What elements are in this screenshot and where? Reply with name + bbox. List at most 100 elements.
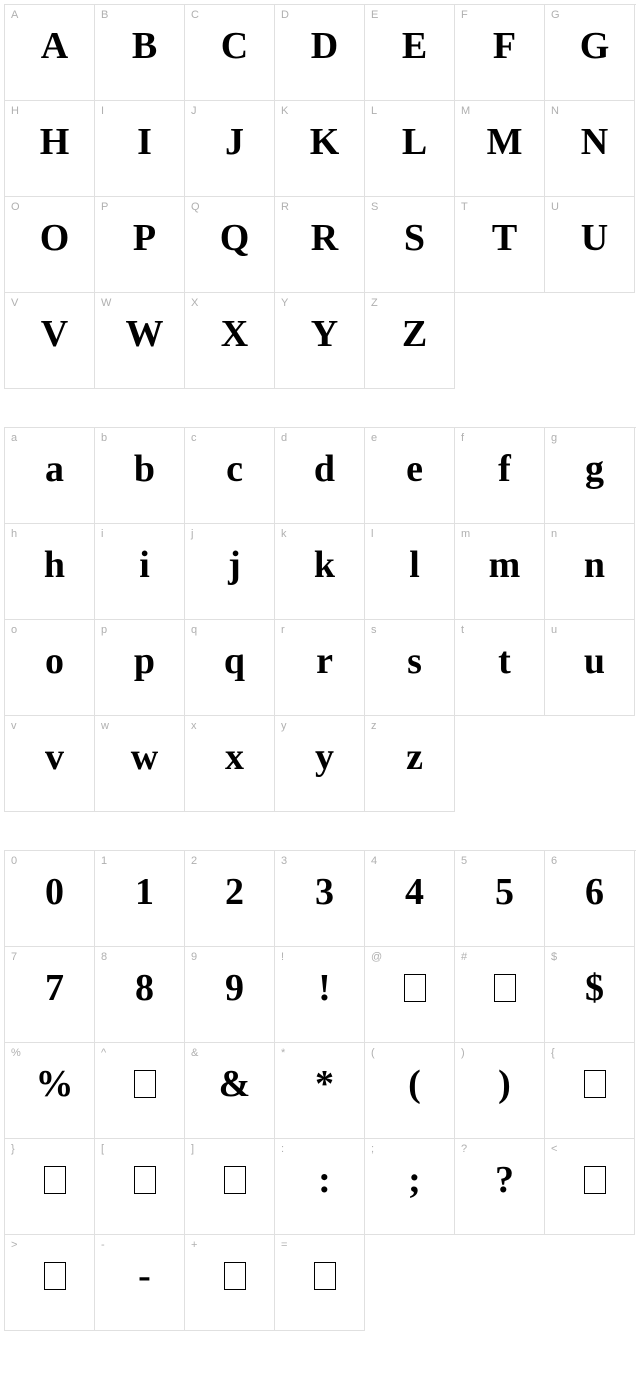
glyph-cell: kk xyxy=(275,524,365,620)
glyph-cell: PP xyxy=(95,197,185,293)
glyph-cell: -- xyxy=(95,1235,185,1331)
cell-label: 1 xyxy=(101,855,107,867)
cell-label: o xyxy=(11,624,17,636)
cell-label: Z xyxy=(371,297,378,309)
cell-label: R xyxy=(281,201,289,213)
empty-cell xyxy=(365,1235,455,1331)
cell-glyph xyxy=(224,1166,246,1194)
cell-label: k xyxy=(281,528,287,540)
glyph-cell: 88 xyxy=(95,947,185,1043)
cell-label: U xyxy=(551,201,559,213)
cell-label: } xyxy=(11,1143,15,1155)
cell-label: z xyxy=(371,720,377,732)
cell-label: G xyxy=(551,9,560,21)
glyph-cell: nn xyxy=(545,524,635,620)
cell-glyph: T xyxy=(492,219,517,257)
cell-label: > xyxy=(11,1239,17,1251)
cell-label: ) xyxy=(461,1047,465,1059)
cell-label: 4 xyxy=(371,855,377,867)
glyph-cell: hh xyxy=(5,524,95,620)
cell-label: 2 xyxy=(191,855,197,867)
cell-glyph: b xyxy=(134,450,155,488)
cell-glyph: l xyxy=(409,546,420,584)
cell-glyph: R xyxy=(311,219,338,257)
glyph-grid: aabbccddeeffgghhiijjkkllmmnnooppqqrrsstt… xyxy=(4,427,636,812)
glyph-cell: :: xyxy=(275,1139,365,1235)
glyph-cell: 33 xyxy=(275,851,365,947)
cell-glyph: S xyxy=(404,219,425,257)
cell-label: 8 xyxy=(101,951,107,963)
cell-glyph: X xyxy=(221,315,248,353)
cell-glyph: t xyxy=(498,642,511,680)
glyph-cell: KK xyxy=(275,101,365,197)
cell-glyph: V xyxy=(41,315,68,353)
glyph-cell: ww xyxy=(95,716,185,812)
cell-glyph: M xyxy=(487,123,523,161)
cell-glyph: x xyxy=(225,738,244,776)
cell-glyph: 5 xyxy=(495,873,514,911)
cell-label: f xyxy=(461,432,464,444)
cell-glyph: o xyxy=(45,642,64,680)
cell-glyph xyxy=(134,1070,156,1098)
cell-label: : xyxy=(281,1143,284,1155)
glyph-cell: !! xyxy=(275,947,365,1043)
section-numbers-symbols: 00112233445566778899!!@#$$%%^&&**(()){}[… xyxy=(4,850,636,1331)
glyph-cell: JJ xyxy=(185,101,275,197)
glyph-cell: VV xyxy=(5,293,95,389)
cell-label: x xyxy=(191,720,197,732)
cell-label: K xyxy=(281,105,288,117)
glyph-cell: 22 xyxy=(185,851,275,947)
cell-label: n xyxy=(551,528,557,540)
cell-label: ? xyxy=(461,1143,467,1155)
cell-label: v xyxy=(11,720,17,732)
cell-glyph: 9 xyxy=(225,969,244,1007)
cell-glyph: L xyxy=(402,123,427,161)
cell-glyph: Z xyxy=(402,315,427,353)
glyph-cell: ;; xyxy=(365,1139,455,1235)
cell-label: D xyxy=(281,9,289,21)
cell-label: O xyxy=(11,201,20,213)
cell-glyph: Y xyxy=(311,315,338,353)
glyph-cell: qq xyxy=(185,620,275,716)
cell-label: y xyxy=(281,720,287,732)
cell-glyph xyxy=(494,974,516,1002)
cell-glyph: i xyxy=(139,546,150,584)
glyph-cell: aa xyxy=(5,428,95,524)
cell-label: = xyxy=(281,1239,287,1251)
glyph-cell: YY xyxy=(275,293,365,389)
section-lowercase: aabbccddeeffgghhiijjkkllmmnnooppqqrrsstt… xyxy=(4,427,636,812)
cell-glyph: Q xyxy=(220,219,250,257)
cell-label: # xyxy=(461,951,467,963)
glyph-cell: LL xyxy=(365,101,455,197)
glyph-cell: 11 xyxy=(95,851,185,947)
glyph-cell: rr xyxy=(275,620,365,716)
cell-glyph: J xyxy=(225,123,244,161)
cell-label: ! xyxy=(281,951,284,963)
cell-label: N xyxy=(551,105,559,117)
cell-label: a xyxy=(11,432,17,444)
glyph-cell: FF xyxy=(455,5,545,101)
cell-glyph: d xyxy=(314,450,335,488)
cell-glyph xyxy=(134,1166,156,1194)
cell-label: @ xyxy=(371,951,382,963)
cell-label: 7 xyxy=(11,951,17,963)
cell-glyph: v xyxy=(45,738,64,776)
cell-label: V xyxy=(11,297,18,309)
cell-glyph: B xyxy=(132,27,157,65)
cell-label: ^ xyxy=(101,1047,106,1059)
cell-glyph: W xyxy=(126,315,164,353)
cell-glyph: - xyxy=(138,1257,151,1295)
cell-label: J xyxy=(191,105,197,117)
cell-label: 0 xyxy=(11,855,17,867)
cell-glyph: 3 xyxy=(315,873,334,911)
glyph-cell: jj xyxy=(185,524,275,620)
cell-label: 3 xyxy=(281,855,287,867)
cell-label: < xyxy=(551,1143,557,1155)
glyph-cell: ii xyxy=(95,524,185,620)
glyph-cell: GG xyxy=(545,5,635,101)
cell-label: E xyxy=(371,9,378,21)
glyph-cell: 77 xyxy=(5,947,95,1043)
cell-label: P xyxy=(101,201,108,213)
cell-glyph: C xyxy=(221,27,248,65)
glyph-cell: vv xyxy=(5,716,95,812)
